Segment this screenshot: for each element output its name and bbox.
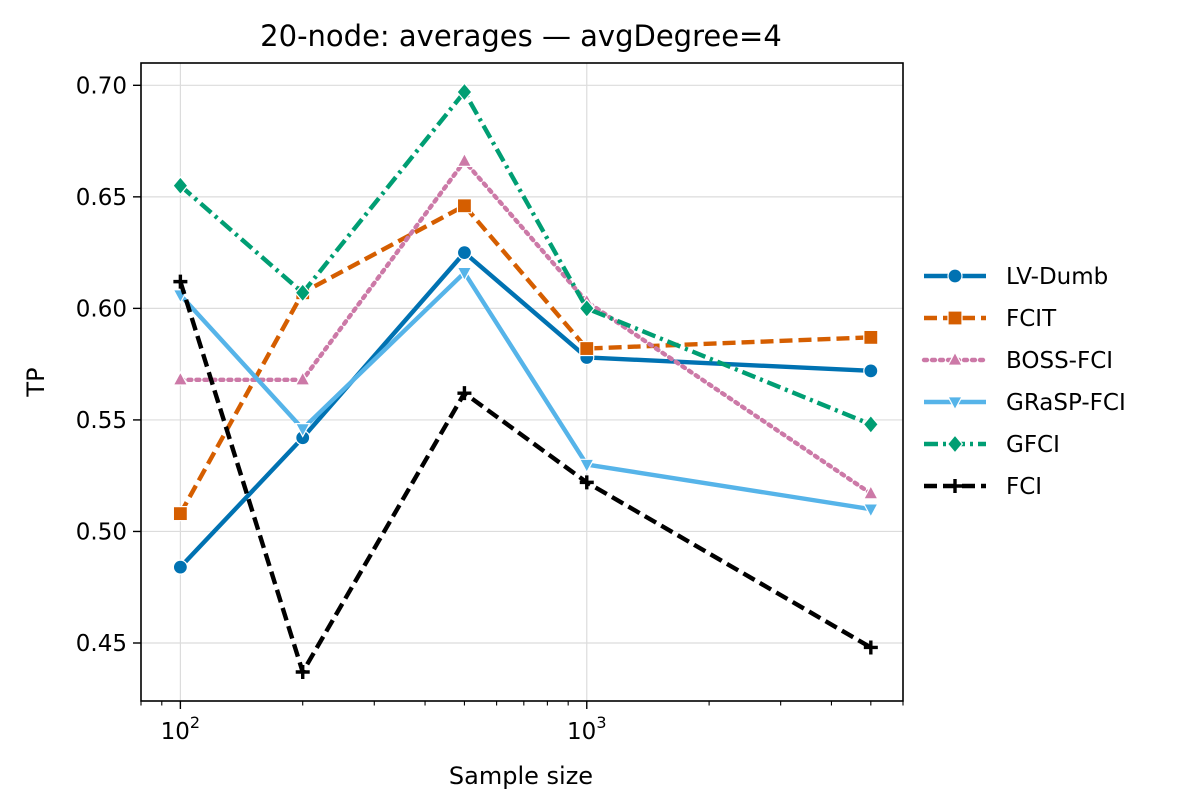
legend-marker-2: [946, 351, 964, 366]
series-lines: [172, 82, 879, 679]
y-axis-label: TP: [22, 367, 50, 397]
legend-label-2: BOSS-FCI: [1006, 348, 1113, 374]
data-point-4-2: [456, 82, 473, 102]
data-point-4-1: [294, 283, 311, 303]
data-point-1-0: [172, 506, 188, 522]
data-point-3-3: [578, 458, 595, 474]
data-point-5-1: [295, 665, 310, 679]
legend-marker-3: [946, 396, 964, 411]
data-point-5-4: [863, 640, 878, 655]
data-point-1-4: [863, 329, 879, 345]
grid-lines: [141, 63, 903, 701]
data-point-4-3: [578, 298, 595, 319]
legend-label-4: GFCI: [1006, 432, 1060, 458]
data-point-3-4: [862, 503, 879, 519]
data-point-1-3: [579, 340, 595, 357]
data-point-4-4: [862, 414, 879, 435]
series-line-4: [178, 89, 872, 427]
data-point-4-0: [172, 176, 189, 196]
data-point-2-4: [862, 484, 879, 500]
axes: 0.45 0.50 0.55 0.60 0.65 0.70 102 103: [76, 73, 904, 745]
legend-label-1: FCIT: [1006, 306, 1057, 332]
legend-marker-5: [948, 479, 962, 493]
legend-marker-0: [947, 268, 963, 284]
data-point-2-2: [456, 152, 473, 168]
data-point-0-0: [172, 559, 188, 575]
data-point-2-0: [172, 370, 189, 386]
legend-label-0: LV-Dumb: [1006, 264, 1108, 290]
legend: LV-Dumb FCIT BOSS-FCI GRaSP-FCI GFCI FCI: [921, 264, 1126, 500]
data-point-3-1: [294, 422, 311, 438]
y-tick-label: 0.60: [76, 296, 127, 322]
x-tick-label: 102: [161, 713, 200, 745]
x-tick-label: 103: [567, 713, 606, 745]
x-axis-label: Sample size: [449, 762, 593, 790]
data-point-0-2: [456, 245, 473, 261]
y-tick-label: 0.50: [76, 519, 127, 545]
y-tick-label: 0.70: [76, 73, 127, 99]
chart-title: 20-node: averages — avgDegree=4: [260, 19, 782, 53]
data-point-2-1: [294, 370, 311, 386]
data-point-3-2: [456, 266, 473, 282]
data-point-5-2: [457, 386, 472, 401]
legend-marker-1: [947, 310, 963, 326]
data-point-5-0: [173, 274, 188, 289]
y-tick-label: 0.55: [76, 408, 127, 434]
series-line-1: [178, 203, 871, 515]
data-point-0-4: [863, 363, 879, 379]
legend-label-3: GRaSP-FCI: [1006, 390, 1126, 416]
plot-area-frame: [140, 62, 904, 702]
legend-marker-4: [946, 434, 964, 454]
data-point-1-2: [456, 198, 473, 214]
y-tick-label: 0.65: [76, 185, 127, 211]
legend-label-5: FCI: [1006, 474, 1042, 500]
y-tick-label: 0.45: [76, 631, 127, 657]
data-point-5-3: [579, 475, 594, 490]
